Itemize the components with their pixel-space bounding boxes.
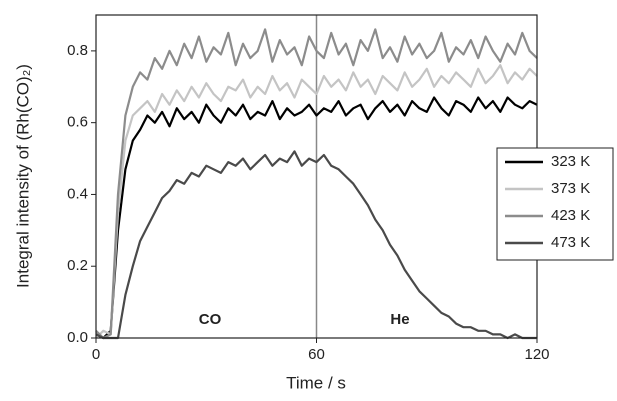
series-line xyxy=(95,28,538,340)
y-tick-label: 0.4 xyxy=(67,185,88,202)
series-line xyxy=(95,64,538,339)
y-tick-label: 0.2 xyxy=(67,257,88,274)
x-tick-label: 120 xyxy=(524,346,549,363)
x-tick-label: 0 xyxy=(92,346,100,363)
legend-label: 373 K xyxy=(551,180,590,197)
series-line xyxy=(95,150,537,340)
legend-label: 323 K xyxy=(551,153,590,170)
legend-box xyxy=(496,147,614,261)
x-tick-label: 60 xyxy=(308,346,325,363)
x-axis-title: Time / s xyxy=(286,373,346,392)
legend-label: 423 K xyxy=(551,207,590,224)
annotation: He xyxy=(390,311,409,328)
series-line xyxy=(95,96,538,340)
y-axis-title: Integral intensity of (Rh(CO)₂) xyxy=(13,64,32,288)
annotation: CO xyxy=(199,311,222,328)
y-tick-label: 0.6 xyxy=(67,114,88,131)
y-tick-label: 0.0 xyxy=(67,329,88,346)
legend-label: 473 K xyxy=(551,234,590,251)
y-tick-label: 0.8 xyxy=(67,42,88,59)
